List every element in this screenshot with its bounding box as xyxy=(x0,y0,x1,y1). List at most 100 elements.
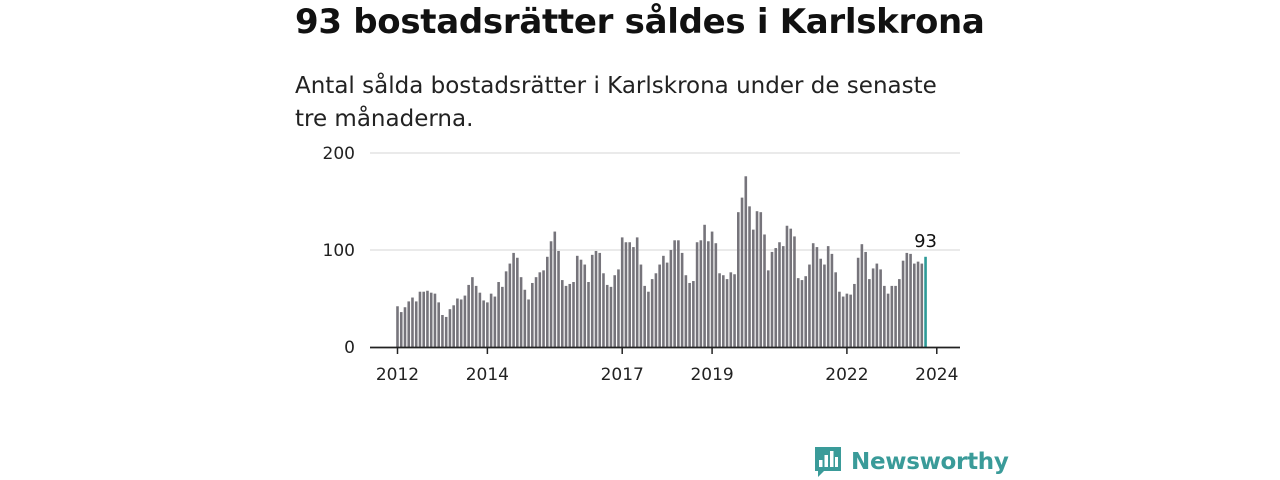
bar xyxy=(602,273,605,347)
bar xyxy=(399,312,403,347)
bar xyxy=(407,301,411,347)
bar xyxy=(680,252,684,347)
bar xyxy=(913,263,916,347)
bar xyxy=(740,197,744,347)
bar xyxy=(609,286,613,347)
bar xyxy=(722,275,725,347)
bar xyxy=(729,272,733,347)
bar xyxy=(871,268,875,347)
bar xyxy=(493,296,497,347)
bar xyxy=(834,272,837,347)
bar xyxy=(478,292,482,347)
bar xyxy=(737,212,740,347)
gridlines xyxy=(370,152,960,251)
bar xyxy=(527,299,530,347)
bar xyxy=(684,275,688,347)
bar xyxy=(542,270,545,347)
bar xyxy=(860,244,864,347)
bar xyxy=(744,176,748,347)
bar xyxy=(819,258,822,347)
bar xyxy=(549,241,553,347)
bar xyxy=(710,231,714,347)
bar xyxy=(635,237,639,347)
bar xyxy=(418,291,422,347)
bar xyxy=(560,280,564,347)
bar xyxy=(755,211,759,347)
bar xyxy=(905,252,909,347)
bar-chart: 0 100 200 2012 2014 2017 2019 2022 2024 93 xyxy=(323,144,960,385)
bar xyxy=(467,284,470,347)
bar xyxy=(830,253,834,347)
bar xyxy=(587,282,590,347)
bar xyxy=(426,290,429,347)
bar xyxy=(564,285,568,347)
bar xyxy=(534,277,538,347)
bar xyxy=(632,247,635,347)
bar xyxy=(770,251,774,347)
bar xyxy=(920,263,924,347)
bar xyxy=(677,240,680,347)
bar xyxy=(699,240,703,347)
bar xyxy=(628,242,631,347)
bar xyxy=(714,243,718,347)
bar xyxy=(823,264,826,347)
bar xyxy=(516,257,519,347)
bar xyxy=(901,260,905,347)
bar xyxy=(849,294,852,347)
bar xyxy=(624,242,628,347)
bar xyxy=(864,251,867,347)
bar xyxy=(650,279,654,347)
bar xyxy=(433,293,437,347)
latest-value-label: 93 xyxy=(914,231,937,252)
bar xyxy=(883,285,886,347)
bar xyxy=(811,243,815,347)
bar xyxy=(725,279,729,347)
bar xyxy=(605,284,609,347)
bar xyxy=(598,252,602,347)
bar xyxy=(748,206,751,347)
y-tick-label: 0 xyxy=(344,338,355,358)
bar xyxy=(673,240,676,347)
bar xyxy=(497,282,500,347)
bar xyxy=(890,285,894,347)
x-tick-label: 2024 xyxy=(915,365,958,385)
bar xyxy=(572,282,575,347)
bar xyxy=(804,276,807,347)
bar xyxy=(620,237,624,347)
bar xyxy=(403,307,407,347)
x-tick-label: 2019 xyxy=(690,365,733,385)
bar xyxy=(471,277,474,347)
bar xyxy=(654,273,658,347)
bar xyxy=(695,242,699,347)
bar xyxy=(486,302,489,347)
bar xyxy=(774,248,778,347)
bar xyxy=(808,264,811,347)
bar xyxy=(639,264,643,347)
bar xyxy=(519,277,523,347)
brand-name: Newsworthy xyxy=(851,449,1009,475)
bar xyxy=(553,231,557,347)
bar xyxy=(665,262,669,347)
bar xyxy=(594,250,598,347)
bar-chart-speech-bubble-icon xyxy=(815,447,841,477)
bar xyxy=(658,264,661,347)
bar xyxy=(853,283,856,347)
bar xyxy=(766,270,770,347)
bar xyxy=(662,255,665,347)
bar xyxy=(692,281,695,347)
bar xyxy=(489,293,493,347)
bar xyxy=(568,283,572,347)
bar xyxy=(557,250,560,347)
bar xyxy=(886,293,890,347)
x-tick-label: 2022 xyxy=(825,365,868,385)
x-axis-ticks: 2012 2014 2017 2019 2022 2024 xyxy=(376,347,958,385)
bar xyxy=(898,279,901,347)
bar xyxy=(512,252,515,347)
bar xyxy=(538,272,542,347)
bar xyxy=(583,264,587,347)
bar xyxy=(452,305,455,347)
bar xyxy=(508,263,512,347)
y-tick-label: 200 xyxy=(323,144,355,164)
bar xyxy=(459,299,463,347)
bar xyxy=(785,225,789,347)
